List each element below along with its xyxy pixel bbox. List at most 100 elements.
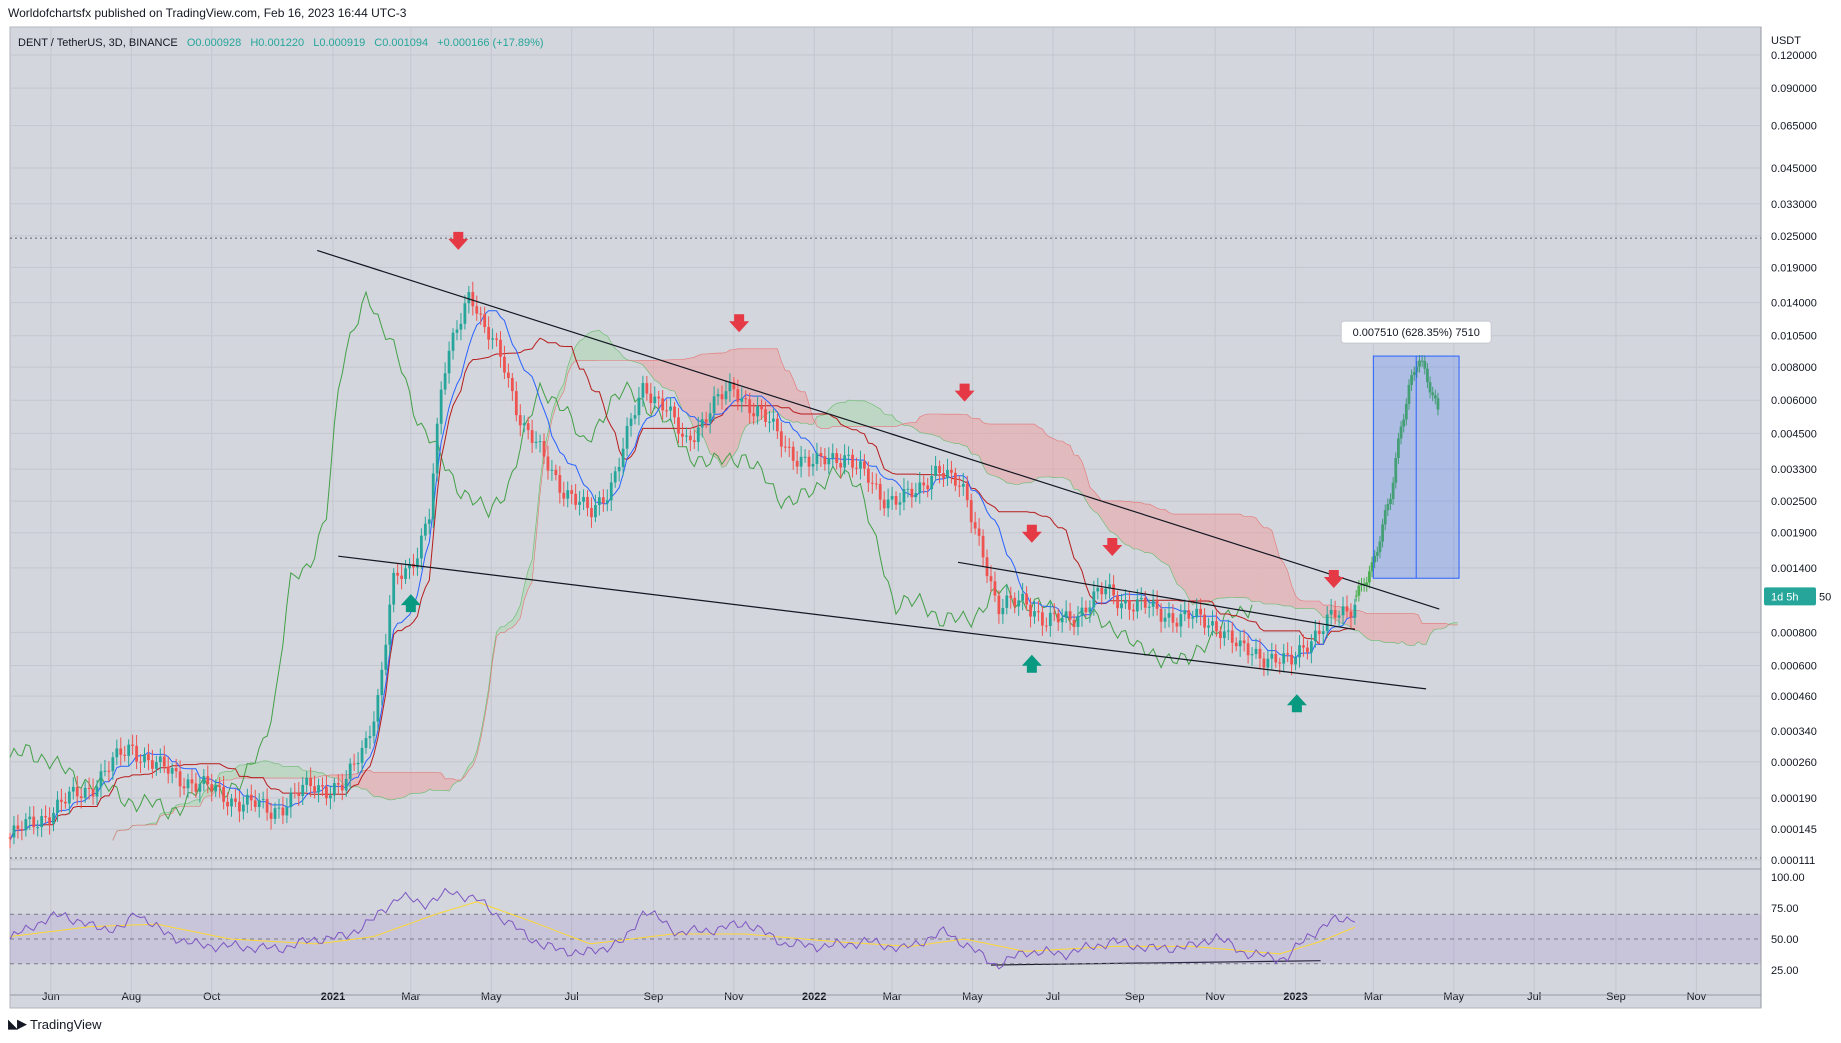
cloud-segment (1192, 514, 1197, 605)
cloud-segment (706, 353, 711, 454)
tradingview-footer[interactable]: ◣▶ TradingView (8, 1016, 102, 1032)
price-range-measure[interactable]: 0.007510 (628.35%) 7510 (1340, 320, 1492, 579)
candle-body (1112, 584, 1115, 596)
candle-body (613, 471, 617, 483)
cloud-segment (563, 366, 568, 392)
projection-candle (1428, 376, 1432, 399)
cloud-segment (1418, 614, 1423, 645)
cloud-segment (1081, 461, 1086, 501)
candle-body (507, 372, 510, 379)
candle (946, 458, 949, 486)
cloud-segment (777, 348, 782, 416)
candle-body (1250, 654, 1254, 656)
cloud-segment (943, 414, 948, 442)
trendline-inner-upper[interactable] (957, 561, 1355, 631)
cloud-segment (852, 400, 857, 427)
candle-body (170, 768, 174, 774)
candle (1191, 610, 1195, 629)
cloud-segment (971, 417, 976, 455)
candle (1309, 634, 1313, 664)
candle-body (641, 383, 645, 398)
candle-body (677, 417, 680, 434)
candle-body (530, 430, 534, 443)
candle (594, 494, 597, 523)
candle-body (360, 747, 364, 763)
candle (922, 475, 926, 494)
time-tick-label: 2023 (1283, 991, 1307, 1003)
candle-body (1017, 600, 1021, 607)
cloud-segment (1437, 623, 1442, 629)
candle-body (953, 472, 957, 486)
cloud-segment (1271, 530, 1276, 604)
candle-body (791, 446, 795, 461)
candle-body (380, 669, 384, 696)
cloud-segment (263, 760, 268, 779)
candle-body (946, 469, 949, 479)
candle (831, 443, 835, 468)
cloud-segment (1216, 514, 1221, 599)
cloud-segment (1382, 613, 1387, 643)
projection-body (1357, 585, 1361, 596)
cloud-segment (259, 760, 264, 779)
candle-body (910, 488, 914, 498)
candle-body (309, 777, 313, 787)
candle (321, 777, 324, 796)
candle-body (127, 744, 131, 756)
candle (756, 395, 759, 425)
projection-candle (1397, 432, 1400, 464)
cloud-segment (872, 404, 877, 427)
candle-body (740, 398, 744, 402)
candle-body (459, 323, 463, 330)
projection-candle (1420, 354, 1424, 367)
candle (344, 770, 348, 797)
projection-candle (1373, 550, 1377, 569)
trendlines[interactable] (317, 249, 1440, 966)
cloud-segment (591, 330, 596, 361)
candle (1349, 603, 1353, 629)
trendline-upper-resistance[interactable] (317, 249, 1440, 610)
candle (1167, 602, 1171, 628)
cloud-segment (219, 771, 224, 782)
candle-body (24, 819, 28, 831)
candle-body (570, 490, 574, 494)
ichimoku-cloud (112, 330, 1458, 841)
rsi-tick-label: 75.00 (1771, 903, 1799, 915)
cloud-segment (532, 522, 537, 582)
rsi-pane[interactable] (9, 887, 1761, 970)
candle (692, 430, 696, 450)
cloud-segment (1058, 441, 1063, 478)
candle (32, 806, 36, 835)
candle-body (961, 483, 965, 487)
cloud-segment (366, 770, 370, 794)
candle (855, 457, 858, 475)
candle-body (1254, 648, 1258, 655)
candle (87, 777, 91, 800)
candle (198, 776, 202, 803)
cloud-segment (955, 414, 960, 444)
projection-candle (1407, 379, 1411, 410)
candle (1155, 590, 1159, 616)
cloud-segment (1022, 424, 1027, 484)
candle-body (198, 783, 202, 792)
candle-body (1349, 611, 1353, 618)
trendline-wedge-support[interactable] (338, 555, 1427, 690)
candle (139, 754, 142, 773)
candle (459, 312, 463, 341)
candle-body (617, 466, 621, 472)
candle-body (732, 382, 736, 390)
cloud-segment (979, 418, 984, 466)
cloud-segment (1232, 514, 1237, 598)
trendline-rsi-divergence[interactable] (990, 960, 1321, 966)
candle-body (1159, 608, 1163, 622)
high-value: H0.001220 (250, 37, 304, 49)
candle-body (1041, 612, 1044, 626)
candle (1313, 619, 1317, 648)
axes[interactable]: 0.120000 0.090000 0.065000 0.045000 0.033000… (10, 27, 1831, 1008)
candle (728, 373, 732, 402)
candle-body (1108, 584, 1112, 589)
candle-body (269, 812, 273, 819)
time-tick-label: Sep (1125, 991, 1145, 1003)
projection-body (1423, 360, 1427, 369)
